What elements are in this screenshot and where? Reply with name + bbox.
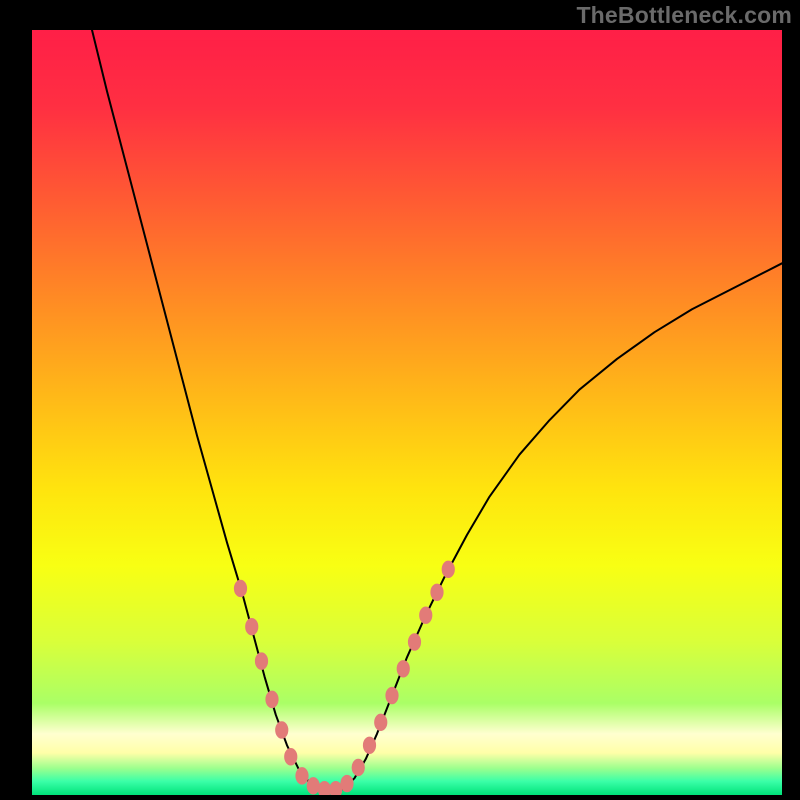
- data-marker: [341, 775, 353, 791]
- data-marker: [420, 607, 432, 623]
- bottleneck-curve: [92, 30, 782, 792]
- data-marker: [330, 781, 342, 795]
- data-marker: [266, 691, 278, 707]
- data-marker: [276, 722, 288, 738]
- data-marker: [296, 768, 308, 784]
- data-marker: [397, 661, 409, 677]
- data-marker: [408, 634, 420, 650]
- data-marker: [442, 561, 454, 577]
- plot-area: [32, 30, 782, 795]
- chart-stage: TheBottleneck.com: [0, 0, 800, 800]
- data-marker: [234, 580, 246, 596]
- watermark-label: TheBottleneck.com: [576, 2, 792, 29]
- data-marker: [307, 778, 319, 794]
- data-marker: [375, 714, 387, 730]
- data-marker: [255, 653, 267, 669]
- data-marker: [431, 584, 443, 600]
- data-marker: [246, 619, 258, 635]
- data-marker: [363, 737, 375, 753]
- data-marker: [285, 749, 297, 765]
- data-marker: [386, 687, 398, 703]
- data-marker: [352, 759, 364, 775]
- chart-overlay: [32, 30, 782, 795]
- data-marker: [318, 781, 330, 795]
